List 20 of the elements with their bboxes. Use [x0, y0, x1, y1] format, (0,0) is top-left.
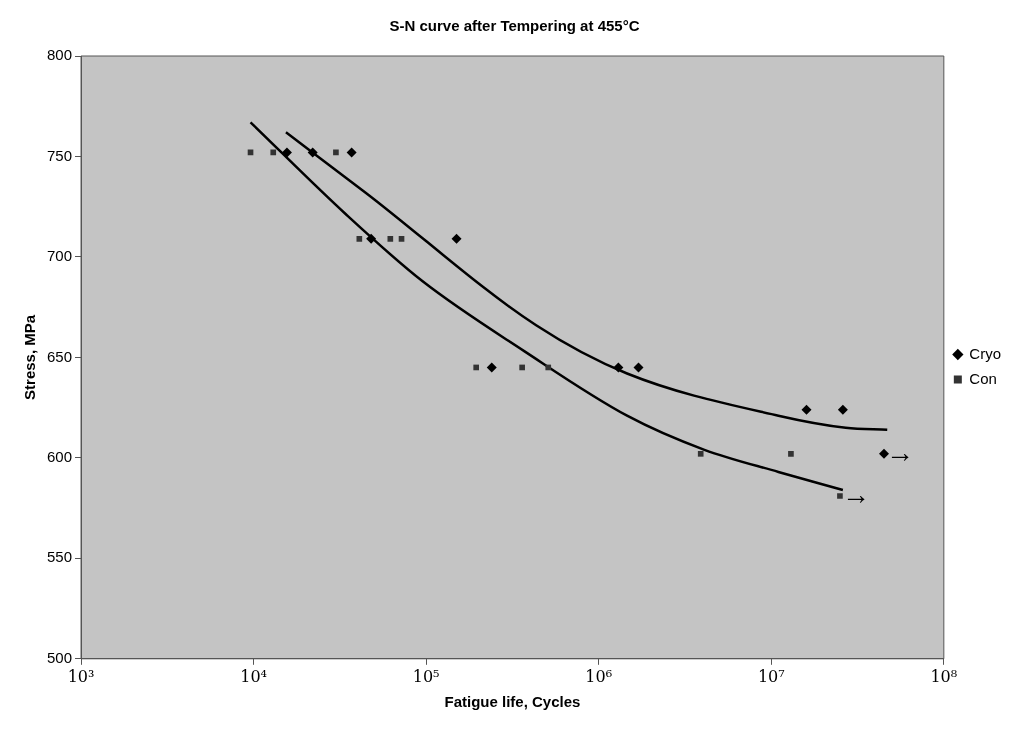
y-tick-label: 750 — [47, 146, 73, 164]
legend-label: Cryo — [969, 344, 1001, 362]
x-tick-label: 10⁷ — [757, 666, 785, 686]
y-tick-label: 650 — [47, 347, 73, 365]
y-tick-label: 600 — [47, 448, 73, 466]
y-tick-label: 800 — [47, 46, 73, 64]
x-tick-label: 10⁶ — [585, 666, 613, 686]
x-tick-label: 10⁴ — [240, 666, 267, 686]
x-tick-label: 10³ — [67, 666, 95, 686]
y-axis-title: Stress, MPa — [21, 314, 39, 400]
legend-label: Con — [969, 369, 997, 387]
y-tick-label: 700 — [47, 247, 73, 265]
annotation: → — [841, 478, 870, 510]
x-tick-label: 10⁸ — [930, 666, 958, 686]
y-tick-label: 500 — [47, 648, 73, 666]
y-tick-label: 550 — [47, 548, 73, 566]
chart-title: S-N curve after Tempering at 455°C — [389, 17, 640, 35]
x-axis-title: Fatigue life, Cycles — [444, 693, 581, 711]
annotation: → — [885, 436, 914, 468]
x-tick-label: 10⁵ — [412, 666, 440, 686]
